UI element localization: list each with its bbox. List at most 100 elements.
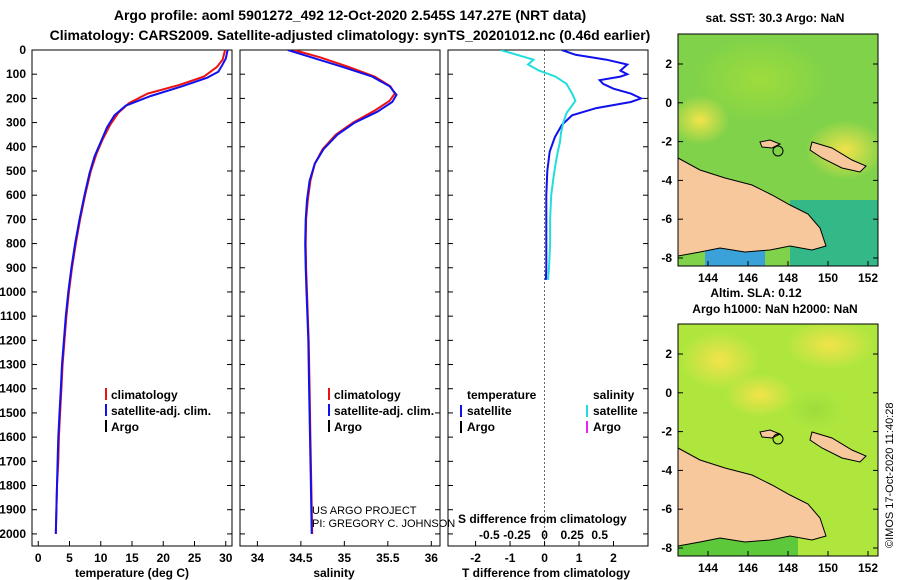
t-difference-satellite-line bbox=[544, 50, 644, 280]
map-lat-label: -8 bbox=[661, 541, 672, 555]
difference-legend: temperature salinity satellite Argo sate… bbox=[458, 388, 638, 526]
sst-map-axes: 144 146 148 150 152 2 0 -2 -4 -6 -8 bbox=[661, 57, 878, 285]
map-lat-label: -4 bbox=[661, 463, 672, 477]
salinity-tick-label: 35 bbox=[338, 551, 352, 565]
depth-tick-label: 1200 bbox=[0, 333, 26, 347]
map-lat-label: -6 bbox=[661, 212, 672, 226]
depth-tick-label: 1400 bbox=[0, 382, 26, 396]
map-lon-label: 150 bbox=[818, 271, 838, 285]
temperature-legend: climatology satellite-adj. clim. Argo bbox=[105, 388, 211, 434]
depth-tick-label: 300 bbox=[6, 116, 26, 130]
depth-tick-label: 1500 bbox=[0, 406, 26, 420]
t-difference-axis-label: T difference from climatology bbox=[462, 566, 630, 580]
salinity-tick-label: 36 bbox=[425, 551, 439, 565]
map-lon-label: 146 bbox=[738, 561, 758, 575]
depth-tick-label: 200 bbox=[6, 91, 26, 105]
temperature-tick-label: 25 bbox=[188, 551, 202, 565]
sst-map-frame bbox=[677, 33, 879, 267]
s-difference-tick-label: -0.5 bbox=[479, 528, 500, 542]
map-lat-label: -6 bbox=[661, 502, 672, 516]
legend-climatology: climatology bbox=[334, 388, 401, 402]
map-lat-label: 2 bbox=[665, 57, 672, 71]
s-difference-tick-label: 0.5 bbox=[591, 528, 608, 542]
title-line-2: Climatology: CARS2009. Satellite-adjuste… bbox=[50, 27, 651, 43]
argo-float-position bbox=[772, 433, 784, 445]
map-lon-label: 150 bbox=[818, 561, 838, 575]
legend-temperature-heading: temperature bbox=[467, 388, 537, 402]
t-difference-tick-label: -1 bbox=[505, 551, 516, 565]
s-difference-tick-label: -0.25 bbox=[503, 528, 531, 542]
salinity-panel-frame bbox=[239, 49, 441, 547]
legend-s-satellite: satellite bbox=[593, 404, 638, 418]
map-lon-label: 152 bbox=[858, 561, 878, 575]
temperature-tick-label: 15 bbox=[125, 551, 139, 565]
depth-tick-label: 400 bbox=[6, 140, 26, 154]
depth-high-patch bbox=[785, 324, 875, 370]
sla-label: Altim. SLA: 0.12 bbox=[710, 286, 802, 300]
legend-argo: Argo bbox=[334, 420, 362, 434]
depth-tick-label: 1900 bbox=[0, 503, 26, 517]
difference-panel-frame bbox=[447, 49, 649, 547]
salinity-axis-label: salinity bbox=[313, 566, 355, 580]
depth-tick-label: 100 bbox=[6, 67, 26, 81]
sst-warm-patch bbox=[678, 95, 730, 145]
depth-high-patch bbox=[680, 330, 760, 390]
temperature-tick-label: 10 bbox=[94, 551, 108, 565]
new-guinea-land bbox=[678, 447, 827, 547]
temperature-tick-label: 30 bbox=[219, 551, 233, 565]
depth-tick-label: 1800 bbox=[0, 479, 26, 493]
depth-tick-label: 1000 bbox=[0, 285, 26, 299]
map-lon-label: 144 bbox=[698, 271, 718, 285]
t-difference-x-axis: -2 -1 0 1 2 bbox=[470, 541, 617, 565]
new-britain-land bbox=[809, 141, 867, 173]
manus-island-land bbox=[759, 429, 782, 439]
salinity-x-axis: 34 34.5 35 35.5 36 bbox=[251, 541, 439, 565]
map-lat-label: 2 bbox=[665, 347, 672, 361]
depth-map-title: Argo h1000: NaN h2000: NaN bbox=[692, 302, 857, 316]
credit-project: US ARGO PROJECT bbox=[312, 505, 417, 517]
depth-mid-patch bbox=[787, 390, 843, 430]
temperature-axis-label: temperature (deg C) bbox=[75, 566, 189, 580]
legend-salinity-heading: salinity bbox=[593, 388, 635, 402]
temperature-tick-label: 20 bbox=[157, 551, 171, 565]
temperature-x-axis: 0 5 10 15 20 25 30 bbox=[35, 541, 233, 565]
title-line-1: Argo profile: aoml 5901272_492 12-Oct-20… bbox=[114, 7, 586, 23]
map-lon-label: 148 bbox=[778, 271, 798, 285]
map-lat-label: -2 bbox=[661, 425, 672, 439]
depth-tick-label: 1700 bbox=[0, 454, 26, 468]
map-lat-label: -8 bbox=[661, 251, 672, 265]
depth-map-frame bbox=[677, 323, 879, 557]
credit-pi: PI: GREGORY C. JOHNSON bbox=[312, 518, 455, 530]
map-lon-label: 144 bbox=[698, 561, 718, 575]
legend-t-satellite: satellite bbox=[467, 404, 512, 418]
new-britain-land bbox=[809, 431, 867, 463]
t-difference-tick-label: 1 bbox=[576, 551, 583, 565]
map-lat-label: -4 bbox=[661, 173, 672, 187]
sst-map bbox=[678, 34, 878, 266]
map-lon-label: 152 bbox=[858, 271, 878, 285]
temperature-tick-label: 0 bbox=[35, 551, 42, 565]
s-difference-satellite-line bbox=[500, 50, 577, 280]
legend-s-argo: Argo bbox=[593, 420, 621, 434]
salinity-tick-label: 35.5 bbox=[376, 551, 400, 565]
salinity-tick-label: 34.5 bbox=[289, 551, 313, 565]
depth-tick-label: 500 bbox=[6, 164, 26, 178]
sst-warm-patch bbox=[690, 35, 830, 125]
t-difference-tick-label: -2 bbox=[470, 551, 481, 565]
salinity-tick-label: 34 bbox=[251, 551, 265, 565]
map-lat-label: 0 bbox=[665, 96, 672, 110]
new-guinea-land bbox=[678, 157, 827, 257]
legend-t-argo: Argo bbox=[467, 420, 495, 434]
map-lon-label: 148 bbox=[778, 561, 798, 575]
t-difference-tick-label: 0 bbox=[541, 551, 548, 565]
depth-axis: 0 100 200 300 400 500 600 700 800 900 1000 1100 1200… bbox=[0, 43, 648, 541]
depth-tick-label: 2000 bbox=[0, 527, 26, 541]
temperature-tick-label: 5 bbox=[66, 551, 73, 565]
depth-tick-label: 600 bbox=[6, 188, 26, 202]
argo-float-position bbox=[772, 145, 784, 157]
s-difference-tick-label: 0.25 bbox=[560, 528, 584, 542]
s-difference-x-axis: -0.5 -0.25 0 0.25 0.5 bbox=[479, 528, 608, 542]
depth-map bbox=[678, 324, 878, 556]
s-difference-axis-label: S difference from climatology bbox=[458, 512, 627, 526]
